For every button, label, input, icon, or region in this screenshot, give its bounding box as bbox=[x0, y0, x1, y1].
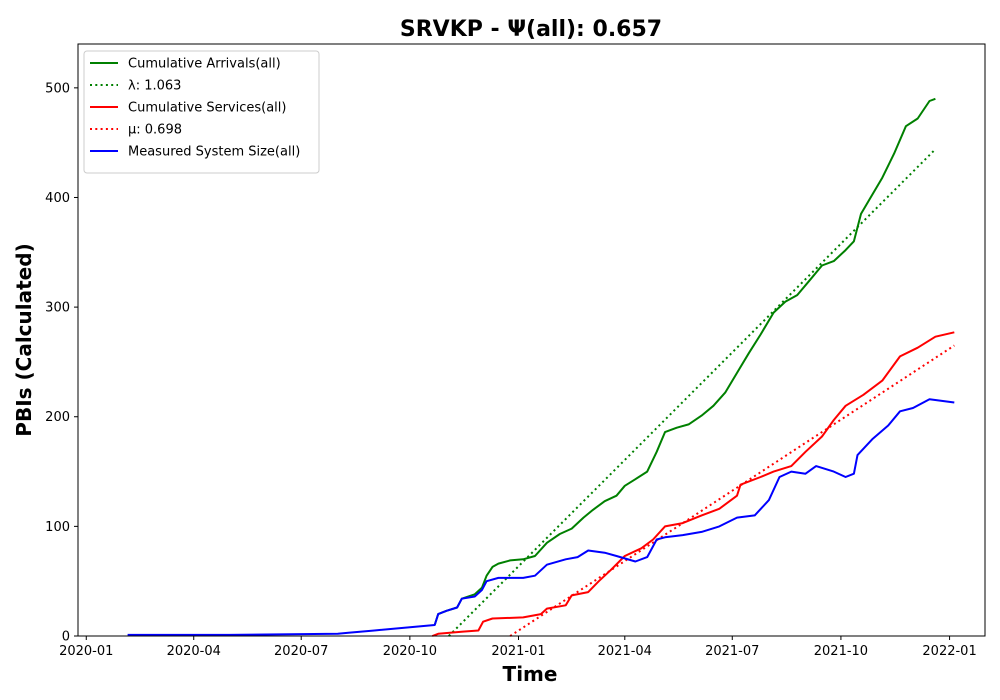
x-tick-label: 2020-01 bbox=[59, 644, 113, 659]
legend-box bbox=[83, 50, 320, 174]
y-tick-label: 400 bbox=[45, 191, 70, 206]
x-tick-label: 2021-04 bbox=[598, 644, 652, 659]
series-line-1 bbox=[448, 148, 937, 637]
legend-label: Measured System Size(all) bbox=[128, 145, 300, 160]
x-tick-label: 2021-01 bbox=[491, 644, 545, 659]
x-tick-label: 2020-04 bbox=[167, 644, 221, 659]
legend-label: Cumulative Services(all) bbox=[128, 101, 286, 116]
series-line-3 bbox=[509, 344, 955, 637]
plot-area bbox=[127, 97, 955, 637]
y-axis-label: PBIs (Calculated) bbox=[12, 243, 36, 436]
y-tick-label: 100 bbox=[45, 520, 70, 535]
x-tick-label: 2022-01 bbox=[922, 644, 976, 659]
x-tick-label: 2020-07 bbox=[274, 644, 328, 659]
y-tick-label: 200 bbox=[45, 410, 70, 425]
x-tick-label: 2021-10 bbox=[814, 644, 868, 659]
plot-frame bbox=[77, 43, 986, 637]
series-line-2 bbox=[431, 331, 955, 637]
legend: Cumulative Arrivals(all) λ: 1.063 Cumulati… bbox=[83, 50, 320, 174]
y-tick-label: 0 bbox=[62, 630, 70, 645]
chart-title: SRVKP - Ψ(all): 0.657 bbox=[400, 17, 662, 42]
series-line-0 bbox=[433, 97, 936, 626]
legend-label: Cumulative Arrivals(all) bbox=[128, 57, 281, 72]
x-axis-label: Time bbox=[503, 662, 558, 686]
legend-label: μ: 0.698 bbox=[128, 123, 182, 138]
legend-label: λ: 1.063 bbox=[128, 79, 181, 94]
axis-ticks: 2020-01 2020-04 2020-07 2020-10 2021-01 2021-… bbox=[45, 81, 977, 659]
x-tick-label: 2020-10 bbox=[383, 644, 437, 659]
x-tick-label: 2021-07 bbox=[705, 644, 759, 659]
y-tick-label: 300 bbox=[45, 301, 70, 316]
series-line-4 bbox=[127, 398, 955, 636]
y-tick-label: 500 bbox=[45, 81, 70, 96]
